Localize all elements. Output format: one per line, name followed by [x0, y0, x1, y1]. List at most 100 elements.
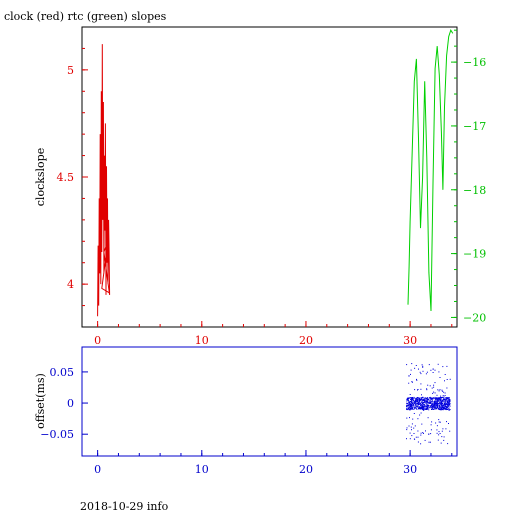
- offset-point: [425, 405, 427, 407]
- offset-point: [443, 398, 445, 399]
- offset-point: [424, 401, 426, 403]
- offset-point: [412, 402, 414, 404]
- offset-point: [428, 407, 430, 409]
- offset-point: [430, 398, 432, 400]
- offset-point: [439, 397, 441, 399]
- offset-point: [432, 368, 434, 370]
- offset-point: [421, 407, 423, 409]
- top-x-tick-label: 10: [195, 334, 209, 347]
- bottom-y-axis-label: offset(ms): [34, 373, 47, 429]
- offset-point: [441, 406, 443, 408]
- offset-point: [442, 406, 444, 408]
- offset-point: [428, 398, 430, 400]
- offset-point: [434, 407, 436, 408]
- offset-point: [432, 405, 434, 406]
- offset-point: [411, 435, 413, 437]
- offset-point: [423, 400, 425, 401]
- offset-point: [448, 403, 450, 405]
- offset-point: [437, 408, 439, 410]
- offset-point: [410, 401, 412, 403]
- offset-point: [414, 401, 416, 403]
- offset-point: [441, 400, 443, 402]
- offset-point: [423, 402, 425, 403]
- offset-point: [433, 400, 435, 402]
- offset-point: [438, 400, 440, 402]
- offset-point: [439, 389, 441, 391]
- offset-point: [429, 385, 431, 387]
- right-tick-label: −19: [463, 248, 486, 261]
- offset-point: [442, 399, 444, 401]
- offset-point: [429, 405, 431, 407]
- footer-date-info: 2018-10-29 info: [80, 500, 169, 512]
- offset-point: [420, 404, 422, 406]
- offset-point: [447, 397, 449, 399]
- offset-point: [447, 405, 448, 407]
- offset-point: [416, 379, 418, 381]
- offset-point: [437, 363, 439, 365]
- offset-point: [436, 432, 438, 434]
- offset-point: [422, 365, 424, 367]
- offset-point: [413, 403, 414, 405]
- offset-point: [449, 378, 451, 380]
- offset-point: [439, 398, 441, 400]
- offset-point: [411, 405, 413, 407]
- offset-point: [428, 441, 430, 443]
- offset-point: [421, 403, 423, 405]
- offset-point: [407, 407, 409, 409]
- offset-point: [443, 439, 445, 441]
- offset-point: [444, 406, 446, 408]
- offset-point: [418, 397, 420, 399]
- offset-point: [415, 398, 417, 400]
- right-tick-label: −18: [463, 184, 486, 197]
- offset-point: [434, 404, 436, 406]
- offset-point: [424, 399, 426, 401]
- offset-point: [417, 400, 419, 402]
- offset-point: [436, 425, 438, 427]
- offset-point: [440, 403, 442, 405]
- offset-point: [432, 406, 434, 408]
- offset-point: [406, 406, 408, 408]
- offset-point: [431, 406, 433, 407]
- top-plot-frame: [81, 26, 458, 328]
- offset-point: [411, 406, 413, 408]
- offset-point: [442, 408, 444, 410]
- offset-point: [413, 407, 415, 409]
- offset-point: [408, 397, 410, 399]
- offset-point: [430, 399, 432, 401]
- offset-point: [407, 408, 409, 410]
- offset-point: [409, 417, 410, 419]
- offset-point: [418, 400, 420, 402]
- offset-point: [406, 408, 407, 410]
- offset-point: [435, 400, 437, 402]
- offset-point: [430, 429, 432, 431]
- offset-point: [413, 397, 415, 399]
- offset-point: [411, 381, 413, 383]
- offset-point: [442, 406, 444, 408]
- offset-point: [448, 407, 450, 409]
- offset-point: [414, 399, 416, 401]
- bottom-y-tick-label: 0: [67, 397, 74, 410]
- offset-point: [446, 397, 448, 399]
- offset-point: [420, 434, 422, 436]
- offset-point: [426, 404, 428, 406]
- offset-point: [448, 404, 450, 405]
- offset-point: [429, 401, 431, 403]
- rtc-slope-line: [407, 29, 454, 312]
- offset-point: [446, 421, 447, 423]
- offset-point: [420, 443, 422, 445]
- offset-point: [443, 401, 445, 403]
- offset-point: [422, 400, 424, 402]
- offset-point: [419, 397, 421, 399]
- offset-point: [439, 397, 441, 399]
- offset-point: [430, 424, 432, 426]
- offset-point: [418, 403, 420, 405]
- offset-scatter-group: [406, 363, 451, 445]
- offset-point: [411, 429, 412, 431]
- offset-point: [430, 369, 432, 371]
- offset-point: [426, 405, 428, 407]
- offset-point: [422, 408, 424, 410]
- offset-point: [440, 403, 442, 404]
- offset-point: [446, 379, 448, 380]
- offset-point: [443, 407, 445, 409]
- offset-point: [433, 401, 435, 403]
